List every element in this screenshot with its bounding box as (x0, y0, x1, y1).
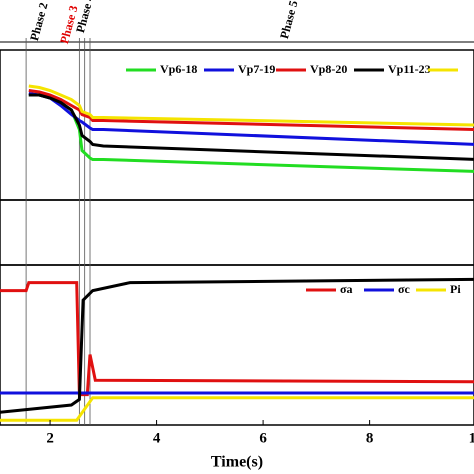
series-line (0, 277, 474, 414)
series-line (28, 89, 474, 131)
middle-panel-frame (0, 199, 474, 266)
legend-label: Vp8-20 (310, 62, 347, 76)
phase-label: Phase 4 (73, 0, 97, 34)
legend-label: σa (340, 282, 353, 296)
legend-label: Vp6-18 (160, 62, 197, 76)
x-axis-label: Time(s) (211, 454, 263, 471)
x-tick-label: 10 (469, 430, 474, 446)
legend-label: Pi (450, 282, 461, 296)
x-tick-label: 6 (259, 430, 267, 446)
series-line (0, 281, 474, 397)
bottom-panel-frame (0, 264, 474, 426)
phase-label: Phase 2 (27, 1, 51, 42)
legend-label: Vp7-19 (238, 62, 275, 76)
series-line (28, 93, 474, 173)
x-tick-label: 8 (366, 430, 374, 446)
series-line (28, 93, 474, 161)
legend-label: Vp11-23 (388, 62, 431, 76)
series-line (0, 396, 474, 422)
phase-label: Phase 5 (277, 0, 301, 40)
x-tick-label: 2 (46, 430, 54, 446)
x-tick-label: 4 (153, 430, 161, 446)
series-line (28, 84, 474, 127)
legend-label: σc (398, 282, 411, 296)
